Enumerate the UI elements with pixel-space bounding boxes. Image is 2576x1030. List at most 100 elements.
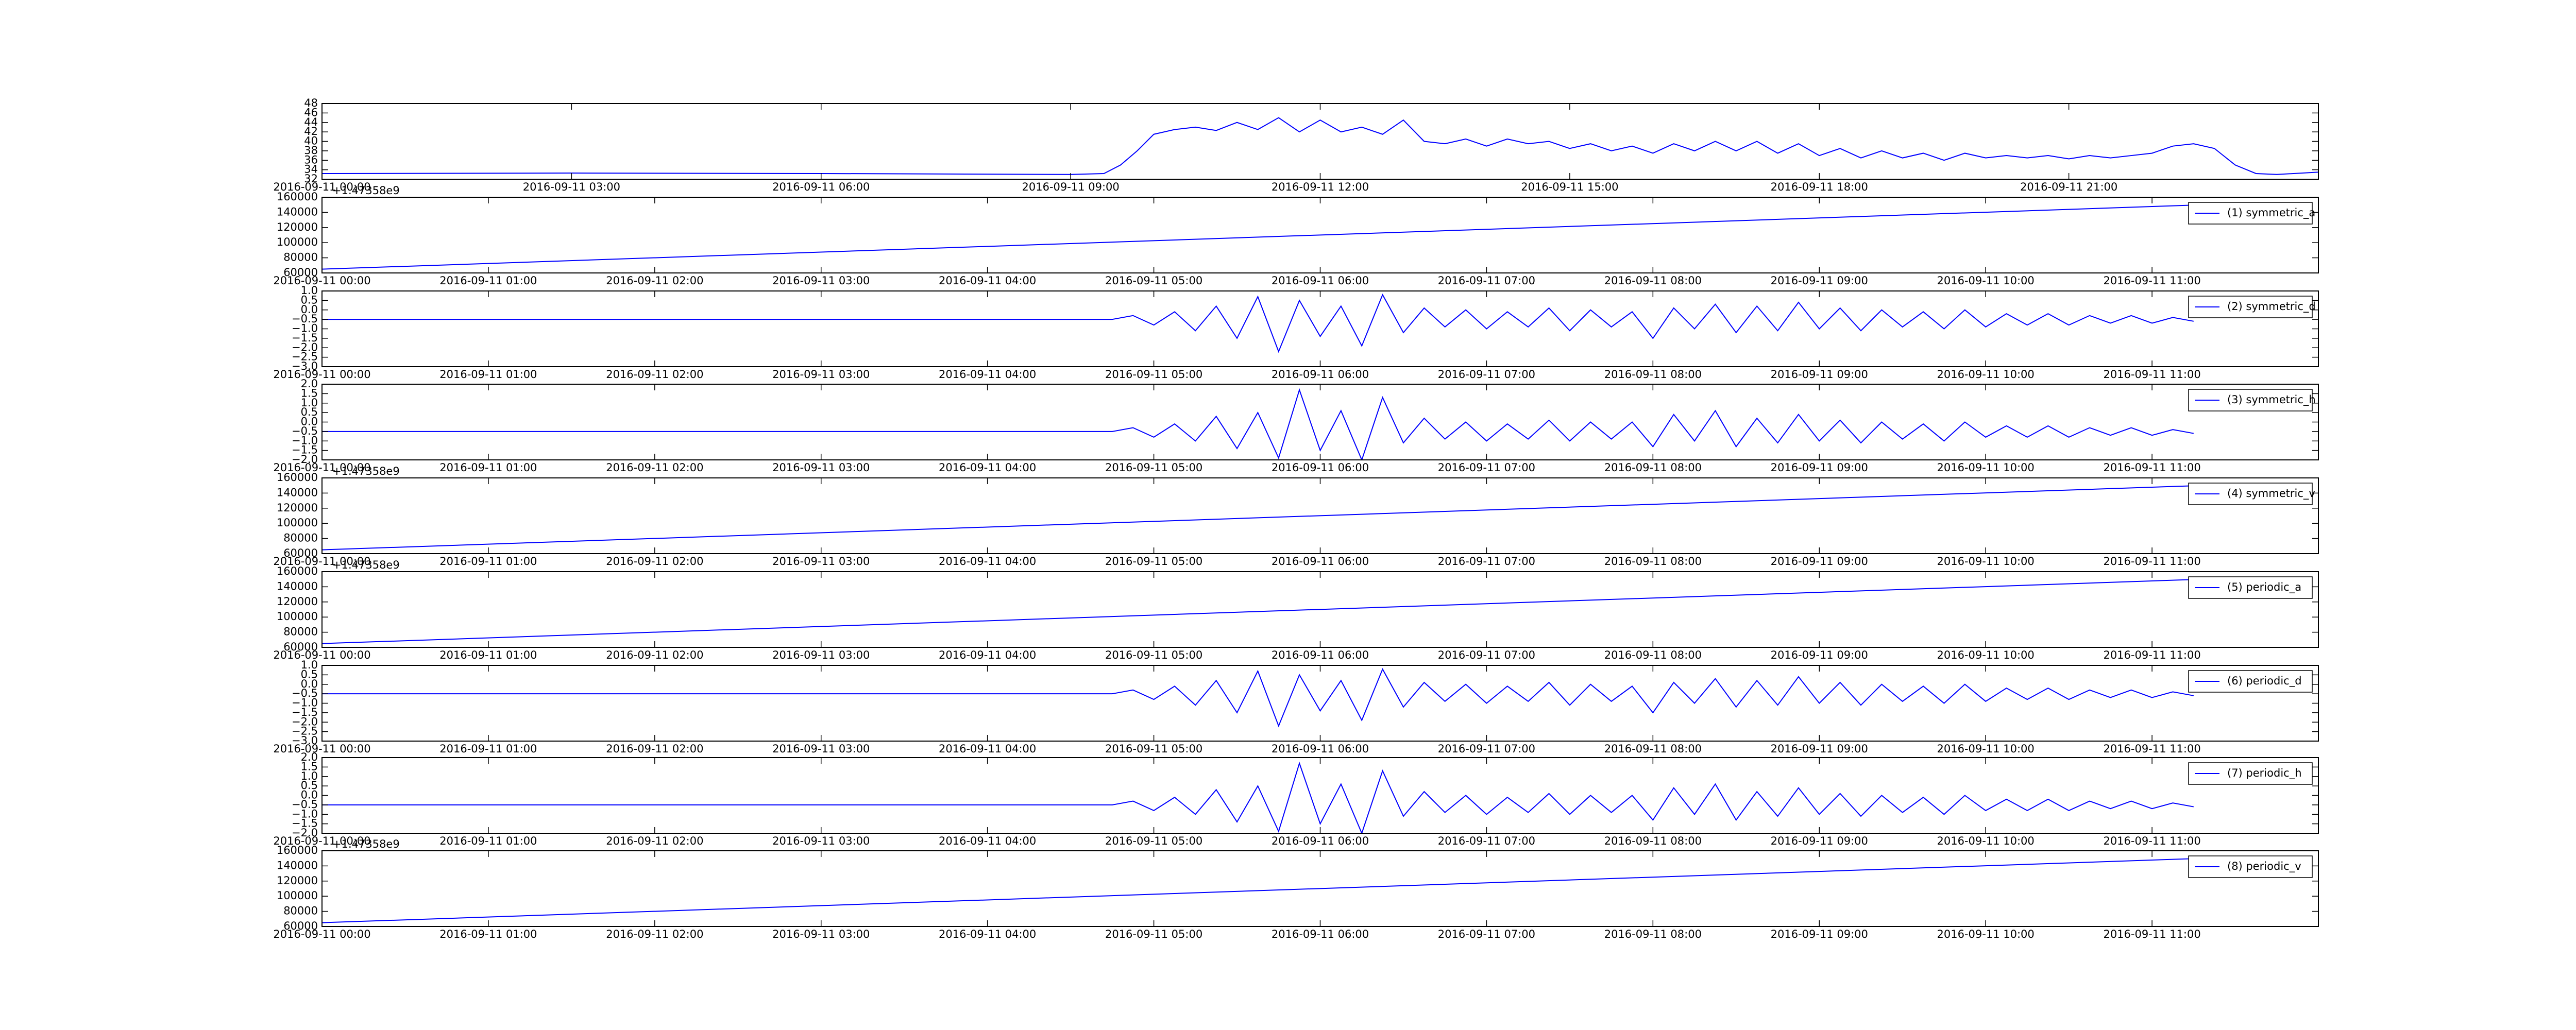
x-tick-label: 2016-09-11 08:00 xyxy=(1604,649,1702,661)
x-tick-label: 2016-09-11 03:00 xyxy=(772,555,870,568)
y-tick-label: 120000 xyxy=(277,502,318,514)
x-tick-label: 2016-09-11 08:00 xyxy=(1604,835,1702,847)
x-tick-label: 2016-09-11 05:00 xyxy=(1105,368,1202,381)
y-tick-label: 46 xyxy=(304,106,318,118)
axes-frame xyxy=(321,477,2319,554)
x-tick-label: 2016-09-11 11:00 xyxy=(2103,368,2200,381)
data-line xyxy=(322,204,2202,270)
x-offset-label: +1.47358e9 xyxy=(332,838,400,850)
x-tick-label: 2016-09-11 11:00 xyxy=(2103,743,2200,755)
x-tick-label: 2016-09-11 01:00 xyxy=(439,368,537,381)
x-tick-label: 2016-09-11 04:00 xyxy=(939,461,1036,474)
axes-frame xyxy=(321,571,2319,648)
legend-label: (3) symmetric_h xyxy=(2227,393,2316,406)
y-tick-label: −0.5 xyxy=(292,313,318,325)
axes-background xyxy=(322,758,2318,833)
x-tick-label: 2016-09-11 09:00 xyxy=(1771,743,1868,755)
x-tick-label: 2016-09-11 04:00 xyxy=(939,835,1036,847)
x-tick-label: 2016-09-11 01:00 xyxy=(439,274,537,287)
y-tick-label: −3.0 xyxy=(292,734,318,747)
x-tick-label: 2016-09-11 11:00 xyxy=(2103,649,2200,661)
data-line xyxy=(322,117,2318,175)
x-tick-label: 2016-09-11 09:00 xyxy=(1771,649,1868,661)
data-line xyxy=(322,388,2194,460)
x-tick-label: 2016-09-11 04:00 xyxy=(939,928,1036,940)
y-tick-label: −1.0 xyxy=(292,808,318,820)
x-tick-label: 2016-09-11 10:00 xyxy=(1937,368,2035,381)
legend-label: (4) symmetric_v xyxy=(2227,487,2315,500)
y-tick-label: 160000 xyxy=(277,471,318,484)
x-tick-label: 2016-09-11 02:00 xyxy=(606,555,703,568)
y-tick-label: 32 xyxy=(304,173,318,185)
x-tick-label: 2016-09-11 07:00 xyxy=(1438,649,1535,661)
y-tick-label: 60000 xyxy=(283,547,318,559)
x-tick-label: 2016-09-11 10:00 xyxy=(1937,274,2035,287)
x-tick-label: 2016-09-11 01:00 xyxy=(439,928,537,940)
x-offset-label: +1.47358e9 xyxy=(332,559,400,571)
y-tick-label: 80000 xyxy=(283,532,318,544)
y-tick-label: 34 xyxy=(304,163,318,176)
x-tick-label: 2016-09-11 06:00 xyxy=(1272,555,1369,568)
x-tick-label: 2016-09-11 03:00 xyxy=(772,835,870,847)
x-tick-label: 2016-09-11 00:00 xyxy=(273,743,370,755)
legend-label: (2) symmetric_d xyxy=(2227,300,2316,313)
x-tick-label: 2016-09-11 02:00 xyxy=(606,928,703,940)
x-tick-label: 2016-09-11 02:00 xyxy=(606,461,703,474)
y-tick-label: 0.0 xyxy=(301,789,318,801)
y-tick-label: 1.0 xyxy=(301,659,318,671)
plot-area xyxy=(322,294,2194,353)
y-tick-label: 100000 xyxy=(277,517,318,529)
y-tick-label: 0.0 xyxy=(301,678,318,690)
y-tick-label: −1.5 xyxy=(292,332,318,344)
data-line xyxy=(322,485,2202,551)
x-tick-label: 2016-09-11 04:00 xyxy=(939,274,1036,287)
y-tick-label: 100000 xyxy=(277,889,318,902)
legend-label: (5) periodic_a xyxy=(2227,581,2301,594)
x-tick-label: 2016-09-11 02:00 xyxy=(606,649,703,661)
y-tick-label: 1.0 xyxy=(301,397,318,409)
data-line xyxy=(322,294,2194,353)
x-tick-label: 2016-09-11 11:00 xyxy=(2103,928,2200,940)
data-line xyxy=(322,857,2202,923)
x-tick-label: 2016-09-11 03:00 xyxy=(523,181,620,193)
x-tick-label: 2016-09-11 07:00 xyxy=(1438,461,1535,474)
x-tick-label: 2016-09-11 01:00 xyxy=(439,743,537,755)
y-tick-label: 60000 xyxy=(283,920,318,932)
x-tick-label: 2016-09-11 00:00 xyxy=(273,274,370,287)
y-tick-label: −1.5 xyxy=(292,444,318,456)
data-line xyxy=(322,578,2202,644)
x-tick-label: 2016-09-11 08:00 xyxy=(1604,368,1702,381)
y-tick-label: 60000 xyxy=(283,641,318,653)
y-tick-label: 44 xyxy=(304,116,318,128)
y-tick-label: 38 xyxy=(304,144,318,157)
x-tick-label: 2016-09-11 06:00 xyxy=(1272,274,1369,287)
x-tick-label: 2016-09-11 07:00 xyxy=(1438,368,1535,381)
x-tick-label: 2016-09-11 11:00 xyxy=(2103,555,2200,568)
y-tick-label: 140000 xyxy=(277,580,318,592)
x-tick-label: 2016-09-11 09:00 xyxy=(1022,181,1120,193)
legend-label: (1) symmetric_a xyxy=(2227,207,2315,219)
x-tick-label: 2016-09-11 03:00 xyxy=(772,649,870,661)
y-tick-label: 80000 xyxy=(283,626,318,638)
y-tick-label: −1.5 xyxy=(292,706,318,718)
x-tick-label: 2016-09-11 08:00 xyxy=(1604,461,1702,474)
y-tick-label: 140000 xyxy=(277,486,318,499)
y-tick-label: 40 xyxy=(304,135,318,147)
y-tick-label: 36 xyxy=(304,153,318,166)
y-tick-label: 100000 xyxy=(277,236,318,248)
y-tick-label: 1.5 xyxy=(301,760,318,772)
x-tick-label: 2016-09-11 05:00 xyxy=(1105,555,1202,568)
x-tick-label: 2016-09-11 09:00 xyxy=(1771,835,1868,847)
x-tick-label: 2016-09-11 18:00 xyxy=(1771,181,1868,193)
x-tick-label: 2016-09-11 11:00 xyxy=(2103,461,2200,474)
y-tick-label: 100000 xyxy=(277,610,318,623)
x-tick-label: 2016-09-11 10:00 xyxy=(1937,928,2035,940)
axes-frame xyxy=(321,103,2319,180)
x-tick-label: 2016-09-11 01:00 xyxy=(439,835,537,847)
y-tick-label: 48 xyxy=(304,97,318,109)
x-tick-label: 2016-09-11 21:00 xyxy=(2020,181,2117,193)
x-tick-label: 2016-09-11 07:00 xyxy=(1438,555,1535,568)
x-offset-label: +1.47358e9 xyxy=(332,465,400,477)
x-tick-label: 2016-09-11 00:00 xyxy=(273,649,370,661)
